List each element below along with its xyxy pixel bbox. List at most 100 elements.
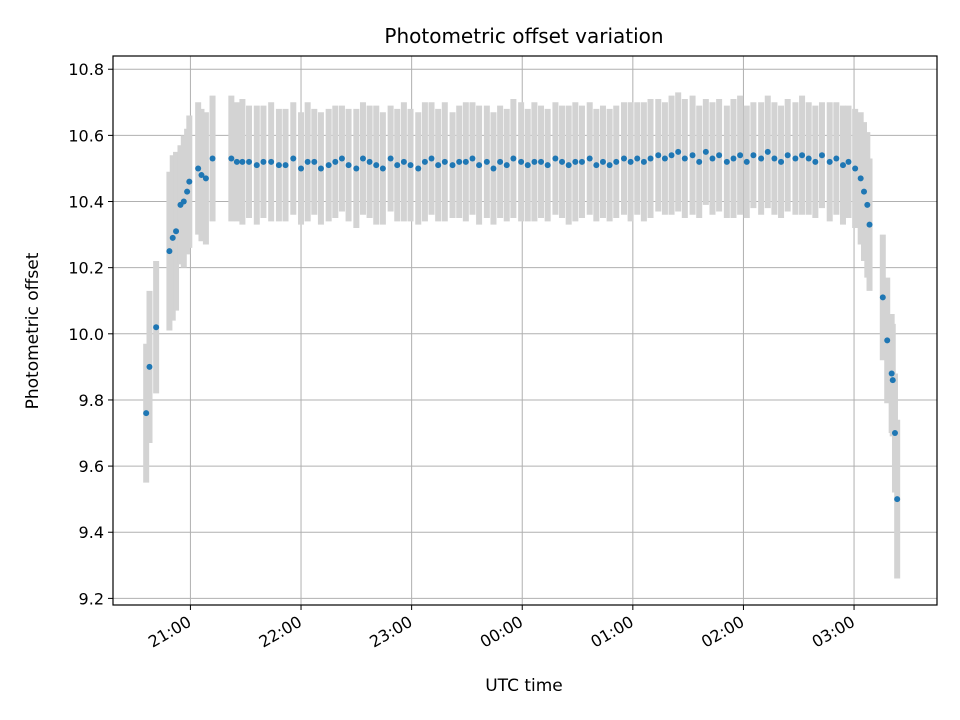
data-point xyxy=(578,158,585,165)
data-point xyxy=(345,162,352,169)
data-point xyxy=(311,158,318,165)
data-point xyxy=(661,155,668,162)
data-point xyxy=(531,158,538,165)
data-point xyxy=(826,158,833,165)
data-point xyxy=(359,155,366,162)
data-point xyxy=(435,162,442,169)
y-tick-label: 10.6 xyxy=(68,126,104,145)
data-point xyxy=(634,155,641,162)
data-point xyxy=(723,158,730,165)
data-point xyxy=(866,221,873,228)
data-point xyxy=(805,155,812,162)
data-point xyxy=(325,162,332,169)
y-axis: 9.2 9.4 9.6 9.8 10.0 10.2 10.4 10.6 10.8 xyxy=(68,60,113,608)
data-point xyxy=(812,158,819,165)
chart-title: Photometric offset variation xyxy=(384,24,663,48)
data-point xyxy=(209,155,216,162)
data-point xyxy=(833,155,840,162)
data-point xyxy=(538,158,545,165)
data-point xyxy=(750,152,757,159)
data-point xyxy=(166,248,173,255)
data-point xyxy=(613,158,620,165)
y-tick-label: 9.2 xyxy=(79,589,104,608)
x-axis-title: UTC time xyxy=(485,676,563,696)
data-point xyxy=(839,162,846,169)
data-point xyxy=(490,165,497,172)
data-point xyxy=(338,155,345,162)
data-point xyxy=(647,155,654,162)
data-point xyxy=(606,162,613,169)
data-point xyxy=(421,158,428,165)
data-point xyxy=(298,165,305,172)
data-point xyxy=(379,165,386,172)
data-point xyxy=(565,162,572,169)
data-point xyxy=(559,158,566,165)
data-point xyxy=(743,158,750,165)
data-point xyxy=(552,155,559,162)
data-point xyxy=(317,165,324,172)
y-axis-title: Photometric offset xyxy=(23,252,43,409)
data-point xyxy=(456,158,463,165)
data-point xyxy=(792,155,799,162)
y-tick-label: 9.6 xyxy=(79,457,104,476)
data-point xyxy=(268,158,275,165)
data-point xyxy=(891,430,898,437)
data-point xyxy=(441,158,448,165)
data-point xyxy=(730,155,737,162)
data-point xyxy=(852,165,859,172)
data-points xyxy=(143,148,901,503)
data-point xyxy=(716,152,723,159)
data-point xyxy=(282,162,289,169)
data-point xyxy=(228,155,235,162)
data-point xyxy=(153,324,160,331)
data-point xyxy=(373,162,380,169)
data-point xyxy=(290,155,297,162)
data-point xyxy=(709,155,716,162)
data-point xyxy=(503,162,510,169)
data-point xyxy=(146,363,153,370)
data-point xyxy=(253,162,260,169)
y-tick-label: 9.4 xyxy=(79,523,104,542)
data-point xyxy=(260,158,267,165)
data-point xyxy=(407,162,414,169)
data-point xyxy=(544,162,551,169)
data-point xyxy=(689,152,696,159)
data-point xyxy=(476,162,483,169)
data-point xyxy=(894,496,901,503)
data-point xyxy=(353,165,360,172)
data-point xyxy=(771,155,778,162)
data-point xyxy=(668,152,675,159)
data-point xyxy=(799,152,806,159)
data-point xyxy=(758,155,765,162)
data-point xyxy=(861,188,868,195)
data-point xyxy=(888,370,895,377)
data-point xyxy=(784,152,791,159)
data-point xyxy=(675,148,682,155)
data-point xyxy=(599,158,606,165)
data-point xyxy=(702,148,709,155)
data-point xyxy=(173,228,180,235)
y-tick-label: 10.8 xyxy=(68,60,104,79)
data-point xyxy=(884,337,891,344)
data-point xyxy=(524,162,531,169)
data-point xyxy=(764,148,771,155)
data-point xyxy=(845,158,852,165)
data-point xyxy=(462,158,469,165)
data-point xyxy=(681,155,688,162)
data-point xyxy=(572,158,579,165)
data-point xyxy=(518,158,525,165)
data-point xyxy=(696,158,703,165)
data-point xyxy=(818,152,825,159)
data-point xyxy=(640,158,647,165)
data-point xyxy=(246,158,253,165)
data-point xyxy=(857,175,864,182)
plot-frame xyxy=(112,55,938,606)
y-tick-label: 10.2 xyxy=(68,259,104,278)
data-point xyxy=(449,162,456,169)
data-point xyxy=(366,158,373,165)
data-point xyxy=(415,165,422,172)
data-point xyxy=(304,158,311,165)
data-point xyxy=(184,188,191,195)
data-point xyxy=(593,162,600,169)
data-point xyxy=(483,158,490,165)
